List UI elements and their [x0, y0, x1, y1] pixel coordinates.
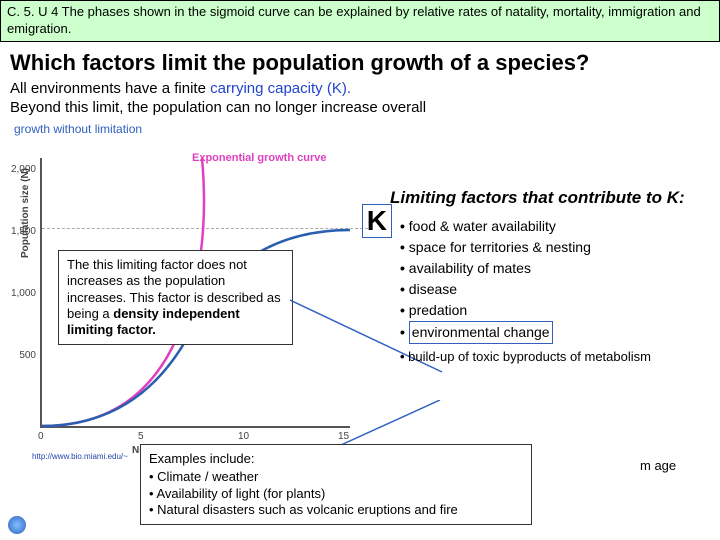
source-link: http://www.bio.miami.edu/~	[32, 452, 128, 461]
example-disasters: • Natural disasters such as volcanic eru…	[149, 502, 523, 518]
ytick-500: 500	[6, 350, 36, 361]
subtitle-line-2: Beyond this limit, the population can no…	[10, 99, 710, 116]
density-independent-callout: The this limiting factor does not increa…	[58, 250, 293, 345]
overflow-fragment: m age	[640, 458, 676, 473]
factor-predation: predation	[400, 300, 710, 321]
xtick-15: 15	[338, 431, 349, 442]
subtitle-1a: All environments have a finite	[10, 80, 210, 97]
subtitle-line-1: All environments have a finite carrying …	[10, 80, 710, 97]
ytick-1000: 1,000	[6, 288, 36, 299]
limiting-factors-column: Limiting factors that contribute to K: f…	[390, 188, 710, 366]
xtick-5: 5	[138, 431, 144, 442]
header-banner: C. 5. U 4 The phases shown in the sigmoi…	[0, 0, 720, 42]
carrying-capacity-term: carrying capacity (K).	[210, 80, 351, 97]
factor-food: food & water availability	[400, 216, 710, 237]
example-light: • Availability of light (for plants)	[149, 486, 523, 502]
factor-toxic: build-up of toxic byproducts of metaboli…	[400, 348, 710, 366]
ytick-2000: 2,000	[6, 164, 36, 175]
examples-lead: Examples include:	[149, 451, 255, 466]
example-climate: • Climate / weather	[149, 469, 523, 485]
examples-callout: Examples include: • Climate / weather • …	[140, 444, 532, 525]
limiting-factors-list: food & water availability space for terr…	[390, 216, 710, 344]
additional-factors-list: build-up of toxic byproducts of metaboli…	[390, 348, 710, 366]
factor-space: space for territories & nesting	[400, 237, 710, 258]
factor-mates: availability of mates	[400, 258, 710, 279]
globe-icon	[8, 516, 26, 534]
exponential-curve-label: Exponential growth curve	[192, 152, 326, 164]
xtick-10: 10	[238, 431, 249, 442]
slide-title: Which factors limit the population growt…	[10, 50, 710, 76]
ytick-1500: 1,500	[6, 226, 36, 237]
k-marker: K	[362, 204, 392, 238]
env-change-highlight: environmental change	[409, 321, 553, 344]
xtick-0: 0	[38, 431, 44, 442]
factor-env-change: environmental change	[400, 321, 710, 344]
chart-title: growth without limitation	[14, 122, 720, 136]
limiting-factors-title: Limiting factors that contribute to K:	[390, 188, 710, 208]
y-axis-label: Population size (N)	[20, 168, 31, 258]
factor-disease: disease	[400, 279, 710, 300]
k-dashed-line	[42, 228, 368, 229]
